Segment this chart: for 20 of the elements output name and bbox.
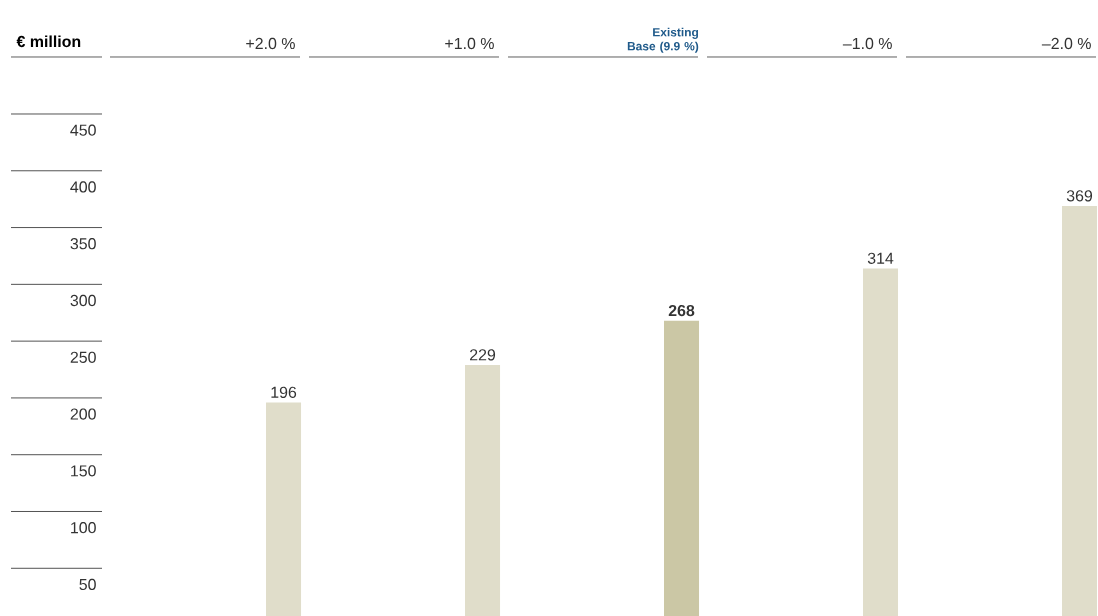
x-tick-label: –2.0 % [1041, 37, 1091, 50]
data-label: 314 [867, 252, 894, 264]
y-tick-label: 300 [70, 294, 96, 307]
x-tick-label: +1.0 % [445, 37, 494, 50]
y-tick-label: 350 [70, 238, 96, 250]
y-tick-label: 200 [70, 408, 96, 420]
y-tick-label: 100 [71, 522, 96, 534]
y-tick-label: 450 [70, 124, 96, 136]
y-axis-title: € million [16, 35, 81, 48]
y-tick-label: 50 [79, 578, 96, 591]
y-tick-label: 400 [70, 181, 96, 193]
x-tick-label: Existing Base (9.9 %) [627, 27, 699, 53]
y-tick-label: 250 [70, 351, 96, 363]
data-label: 229 [470, 349, 496, 361]
x-tick-label: –1.0 % [842, 37, 892, 50]
data-label: 196 [271, 386, 297, 398]
y-tick-label: 150 [71, 465, 96, 477]
data-label: 268 [668, 304, 695, 317]
x-tick-label: +2.0 % [246, 37, 295, 50]
data-label: 369 [1066, 190, 1093, 202]
